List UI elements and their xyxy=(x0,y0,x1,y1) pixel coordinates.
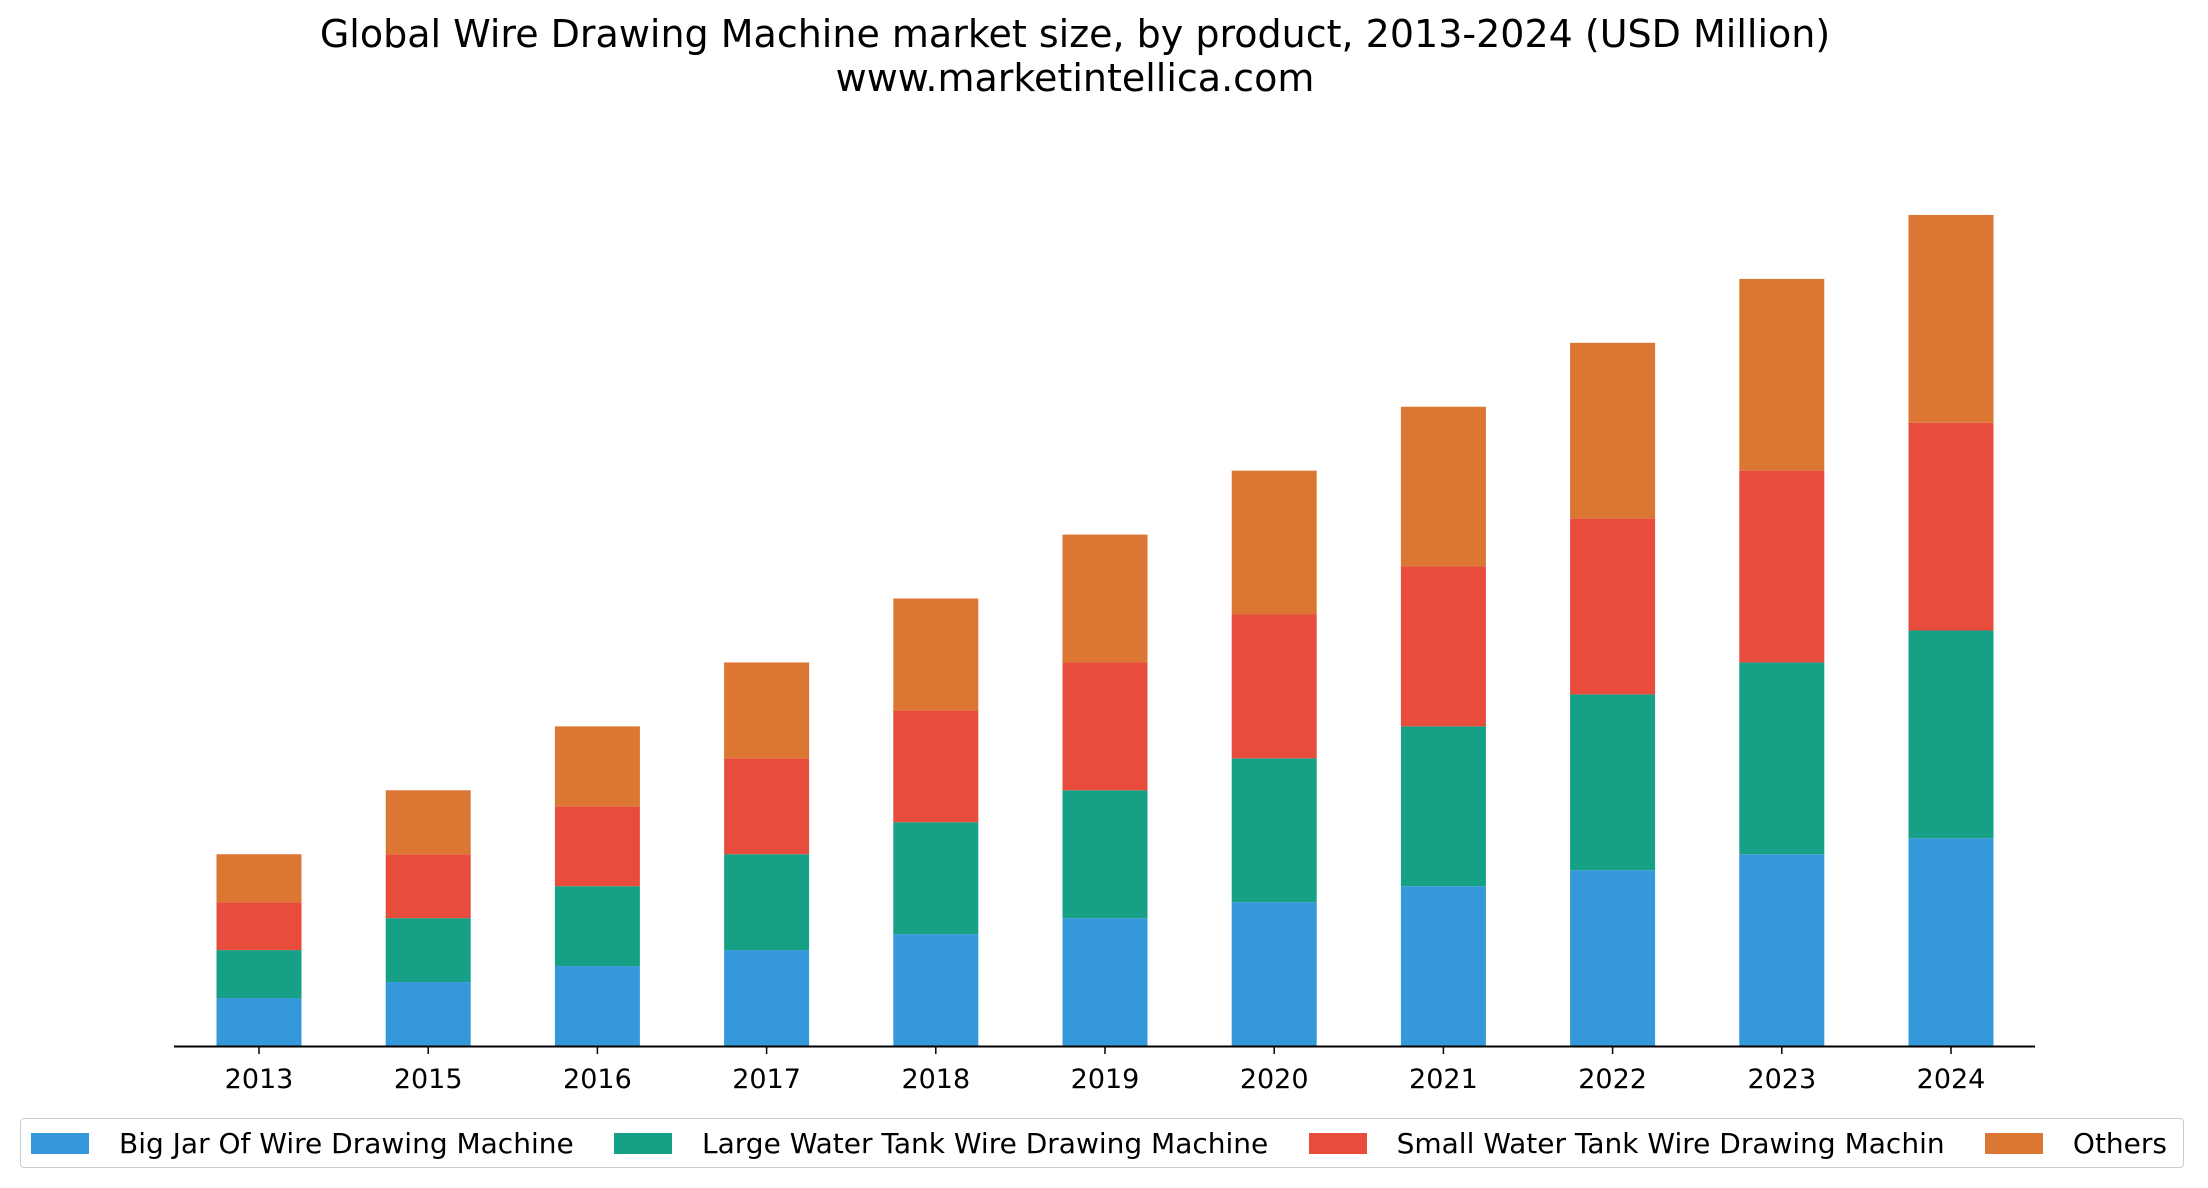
bar-2013-big-jar-of-wire-drawing-machine xyxy=(216,998,302,1046)
x-tick-label-2024: 2024 xyxy=(1917,1064,1986,1095)
bar-2023-small-water-tank-wire-drawing-machin xyxy=(1739,470,1825,663)
chart-plot: 2013 2015 2016 2017 2018 2019 2020 2021 2022 2023… xyxy=(174,214,2035,1095)
legend-swatch xyxy=(31,1132,89,1154)
bar-2024-others xyxy=(1908,214,1994,423)
bar-2015-small-water-tank-wire-drawing-machin xyxy=(385,854,471,919)
bar-2023-big-jar-of-wire-drawing-machine xyxy=(1739,854,1825,1046)
legend-item-large-water-tank-wire-drawing-machine: Large Water Tank Wire Drawing Machine xyxy=(614,1127,1268,1160)
x-tick-label-2019: 2019 xyxy=(1071,1064,1140,1095)
x-tick-label-2022: 2022 xyxy=(1578,1064,1647,1095)
x-tick-label-2013: 2013 xyxy=(225,1064,294,1095)
chart-subtitle: www.marketintellica.com xyxy=(835,56,1315,100)
chart-legend: Big Jar Of Wire Drawing Machine Large Wat… xyxy=(20,1118,2184,1168)
bar-2016-big-jar-of-wire-drawing-machine xyxy=(554,966,640,1046)
bar-2022-big-jar-of-wire-drawing-machine xyxy=(1570,870,1656,1046)
bar-2017-small-water-tank-wire-drawing-machin xyxy=(724,758,810,855)
bar-2019-big-jar-of-wire-drawing-machine xyxy=(1062,918,1148,1046)
bar-2013-others xyxy=(216,854,302,903)
legend-item-small-water-tank-wire-drawing-machin: Small Water Tank Wire Drawing Machin xyxy=(1308,1126,1945,1160)
bar-2019-others xyxy=(1062,534,1148,663)
bar-2015-others xyxy=(385,790,471,855)
bar-2021-large-water-tank-wire-drawing-machine xyxy=(1400,726,1486,887)
bar-2018-big-jar-of-wire-drawing-machine xyxy=(893,934,979,1046)
bar-2015-large-water-tank-wire-drawing-machine xyxy=(385,918,471,983)
bar-2016-others xyxy=(554,726,640,807)
bar-2018-others xyxy=(893,598,979,711)
bar-2013-large-water-tank-wire-drawing-machine xyxy=(216,950,302,999)
bar-2017-others xyxy=(724,662,810,759)
bar-2024-big-jar-of-wire-drawing-machine xyxy=(1908,838,1994,1046)
bar-2020-others xyxy=(1231,470,1317,615)
bar-2017-big-jar-of-wire-drawing-machine xyxy=(724,950,810,1046)
x-tick-label-2020: 2020 xyxy=(1240,1064,1309,1095)
legend-item-big-jar-of-wire-drawing-machine: Big Jar Of Wire Drawing Machine xyxy=(31,1127,574,1160)
bar-2018-large-water-tank-wire-drawing-machine xyxy=(893,822,979,935)
bar-2022-others xyxy=(1570,342,1656,519)
bar-2020-small-water-tank-wire-drawing-machin xyxy=(1231,614,1317,759)
bar-2016-large-water-tank-wire-drawing-machine xyxy=(554,886,640,967)
bar-2016-small-water-tank-wire-drawing-machin xyxy=(554,806,640,887)
bars-group xyxy=(216,214,1994,1046)
bar-2020-large-water-tank-wire-drawing-machine xyxy=(1231,758,1317,903)
bar-2023-others xyxy=(1739,278,1825,471)
legend-label: Large Water Tank Wire Drawing Machine xyxy=(702,1126,1269,1160)
legend-label: Big Jar Of Wire Drawing Machine xyxy=(119,1126,574,1160)
bar-2018-small-water-tank-wire-drawing-machin xyxy=(893,710,979,823)
bar-2015-big-jar-of-wire-drawing-machine xyxy=(385,982,471,1046)
bar-2021-big-jar-of-wire-drawing-machine xyxy=(1400,886,1486,1046)
chart-title-block: Global Wire Drawing Machine market size,… xyxy=(0,12,2150,100)
bar-2022-large-water-tank-wire-drawing-machine xyxy=(1570,694,1656,871)
legend-swatch xyxy=(1308,1132,1367,1154)
bar-2019-large-water-tank-wire-drawing-machine xyxy=(1062,790,1148,919)
chart-title: Global Wire Drawing Machine market size,… xyxy=(319,12,1831,56)
x-tick-label-2016: 2016 xyxy=(563,1064,632,1095)
x-tick-label-2021: 2021 xyxy=(1409,1064,1478,1095)
bar-2024-large-water-tank-wire-drawing-machine xyxy=(1908,630,1994,839)
legend-swatch xyxy=(614,1132,673,1154)
bar-2021-small-water-tank-wire-drawing-machin xyxy=(1400,566,1486,727)
legend-swatch xyxy=(1984,1132,2043,1154)
x-tick-label-2015: 2015 xyxy=(394,1064,463,1095)
x-tick-label-2023: 2023 xyxy=(1747,1064,1816,1095)
legend-label: Small Water Tank Wire Drawing Machin xyxy=(1396,1126,1945,1160)
bar-2023-large-water-tank-wire-drawing-machine xyxy=(1739,662,1825,855)
bar-2020-big-jar-of-wire-drawing-machine xyxy=(1231,902,1317,1046)
x-tick-label-2017: 2017 xyxy=(732,1064,801,1095)
x-ticks-group: 2013 2015 2016 2017 2018 2019 2020 2021 2022 2023… xyxy=(225,1046,1986,1095)
x-tick-label-2018: 2018 xyxy=(901,1064,970,1095)
bar-2024-small-water-tank-wire-drawing-machin xyxy=(1908,422,1994,631)
bar-2019-small-water-tank-wire-drawing-machin xyxy=(1062,662,1148,791)
legend-label: Others xyxy=(2072,1126,2167,1160)
bar-2021-others xyxy=(1400,406,1486,567)
legend-item-others: Others xyxy=(1984,1126,2167,1160)
bar-2017-large-water-tank-wire-drawing-machine xyxy=(724,854,810,951)
bar-2013-small-water-tank-wire-drawing-machin xyxy=(216,902,302,951)
bar-2022-small-water-tank-wire-drawing-machin xyxy=(1570,518,1656,695)
